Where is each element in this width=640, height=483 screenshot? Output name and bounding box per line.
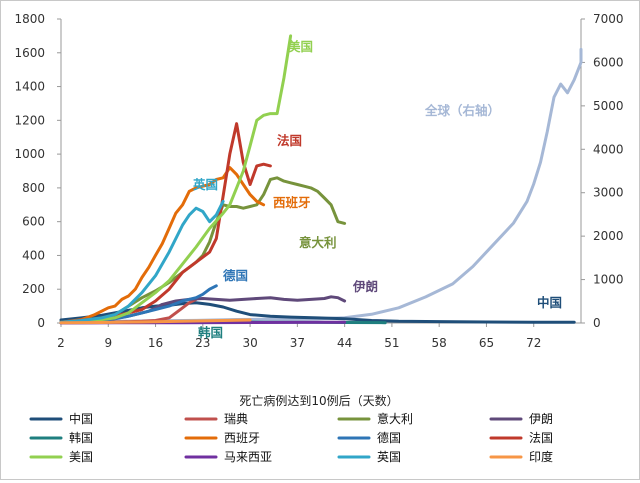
series-line xyxy=(59,176,347,324)
y-tick-right-label: 1000 xyxy=(593,273,624,287)
series-line xyxy=(59,34,293,324)
y-tick-right-label: 0 xyxy=(593,316,601,330)
axes xyxy=(60,19,582,324)
x-tick-label: 37 xyxy=(290,336,305,350)
legend-label: 中国 xyxy=(69,411,93,426)
series-line xyxy=(59,122,272,324)
legend-label: 瑞典 xyxy=(224,412,248,426)
y-tick-left-label: 200 xyxy=(22,282,45,296)
x-tick-label: 72 xyxy=(526,336,541,350)
y-tick-right-label: 3000 xyxy=(593,186,624,200)
series-label: 中国 xyxy=(537,295,562,310)
y-tick-left-label: 1000 xyxy=(14,147,45,161)
x-tick-label: 16 xyxy=(148,336,163,350)
x-tick-label: 2 xyxy=(57,336,65,350)
y-tick-left-label: 400 xyxy=(22,248,45,262)
series-line xyxy=(59,301,576,324)
series-line xyxy=(59,166,266,324)
x-axis-label: 死亡病例达到10例后（天数） xyxy=(239,393,398,408)
legend-label: 意大利 xyxy=(377,411,413,426)
series-group xyxy=(59,34,583,325)
y-tick-right-label: 2000 xyxy=(593,229,624,243)
legend-label: 西班牙 xyxy=(224,431,260,445)
series-label: 意大利 xyxy=(299,235,337,250)
y-tick-right-label: 7000 xyxy=(593,12,624,26)
series-line xyxy=(59,318,252,325)
series-label: 美国 xyxy=(288,39,313,54)
x-tick-label: 51 xyxy=(384,336,399,350)
y-tick-left-label: 1800 xyxy=(14,12,45,26)
series-label: 英国 xyxy=(193,177,218,192)
y-tick-left-label: 1400 xyxy=(14,80,45,94)
y-tick-left-label: 600 xyxy=(22,215,45,229)
legend-label: 美国 xyxy=(69,450,93,464)
series-label: 德国 xyxy=(223,268,248,283)
y-tick-right-label: 6000 xyxy=(593,55,624,69)
x-ticks: 2 9 16 23 30 37 44 51 58 65 72 xyxy=(57,323,541,350)
x-tick-label: 9 xyxy=(104,336,112,350)
legend-label: 德国 xyxy=(377,430,401,445)
legend-label: 法国 xyxy=(529,431,553,445)
series-label: 韩国 xyxy=(198,325,223,340)
legend-label: 马来西亚 xyxy=(224,450,272,464)
series-label: 法国 xyxy=(277,133,302,148)
legend-label: 伊朗 xyxy=(529,412,553,426)
legend-label: 英国 xyxy=(377,450,401,464)
legend-label: 韩国 xyxy=(69,430,93,445)
y-tick-left-label: 0 xyxy=(37,316,45,330)
x-tick-label: 23 xyxy=(195,336,210,350)
legend-label: 印度 xyxy=(529,449,553,464)
series-label: 全球（右轴） xyxy=(424,103,500,118)
y-tick-right-label: 4000 xyxy=(593,142,624,156)
y-tick-left-label: 1600 xyxy=(14,46,45,60)
y-tick-right-label: 5000 xyxy=(593,99,624,113)
x-tick-label: 58 xyxy=(432,336,447,350)
y-tick-left-label: 800 xyxy=(22,181,45,195)
y-ticks-right: 0 1000 2000 3000 4000 5000 6000 7000 xyxy=(581,12,624,330)
series-line xyxy=(59,199,225,324)
series-label: 西班牙 xyxy=(273,195,311,210)
series-label: 伊朗 xyxy=(352,279,378,294)
x-tick-label: 44 xyxy=(337,336,352,350)
x-tick-label: 65 xyxy=(479,336,494,350)
x-tick-label: 30 xyxy=(242,336,257,350)
y-ticks-left: 0 200 400 600 800 1000 1200 1400 1600 1800 xyxy=(14,12,61,330)
y-tick-left-label: 1200 xyxy=(14,113,45,127)
